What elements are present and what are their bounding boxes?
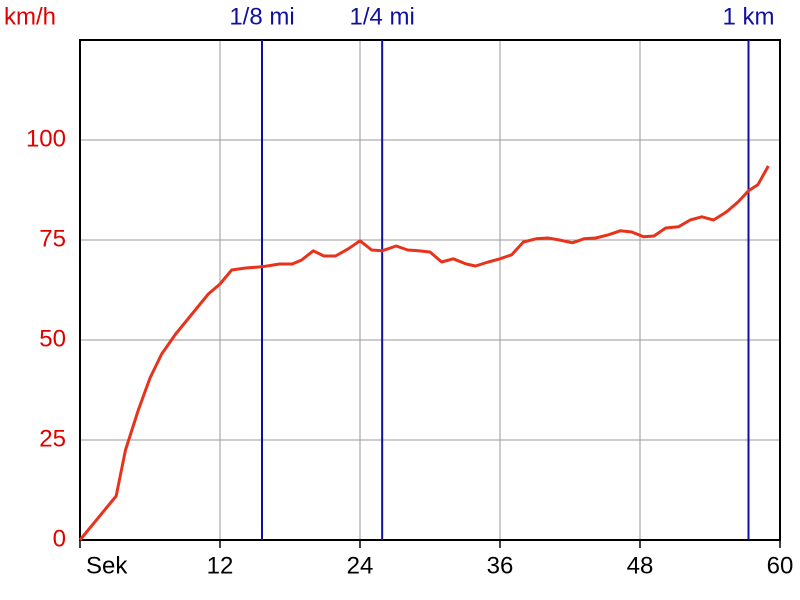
- y-tick-label: 25: [39, 425, 66, 452]
- x-tick-label: 24: [347, 552, 374, 579]
- x-tick-label: 12: [207, 552, 234, 579]
- x-tick-label: Sek: [86, 552, 128, 579]
- distance-marker-label: 1 km: [722, 3, 774, 30]
- speed-line: [78, 165, 770, 541]
- y-tick-label: 100: [26, 125, 66, 152]
- plot-frame: [79, 39, 781, 541]
- y-tick-label: 75: [39, 225, 66, 252]
- y-axis-label: km/h: [4, 3, 56, 30]
- distance-marker-label: 1/4 mi: [349, 3, 414, 30]
- y-tick-label: 0: [53, 525, 66, 552]
- x-tick-label: 36: [487, 552, 514, 579]
- distance-marker-label: 1/8 mi: [229, 3, 294, 30]
- y-tick-label: 50: [39, 325, 66, 352]
- x-tick-label: 60: [767, 552, 794, 579]
- x-tick-label: 48: [627, 552, 654, 579]
